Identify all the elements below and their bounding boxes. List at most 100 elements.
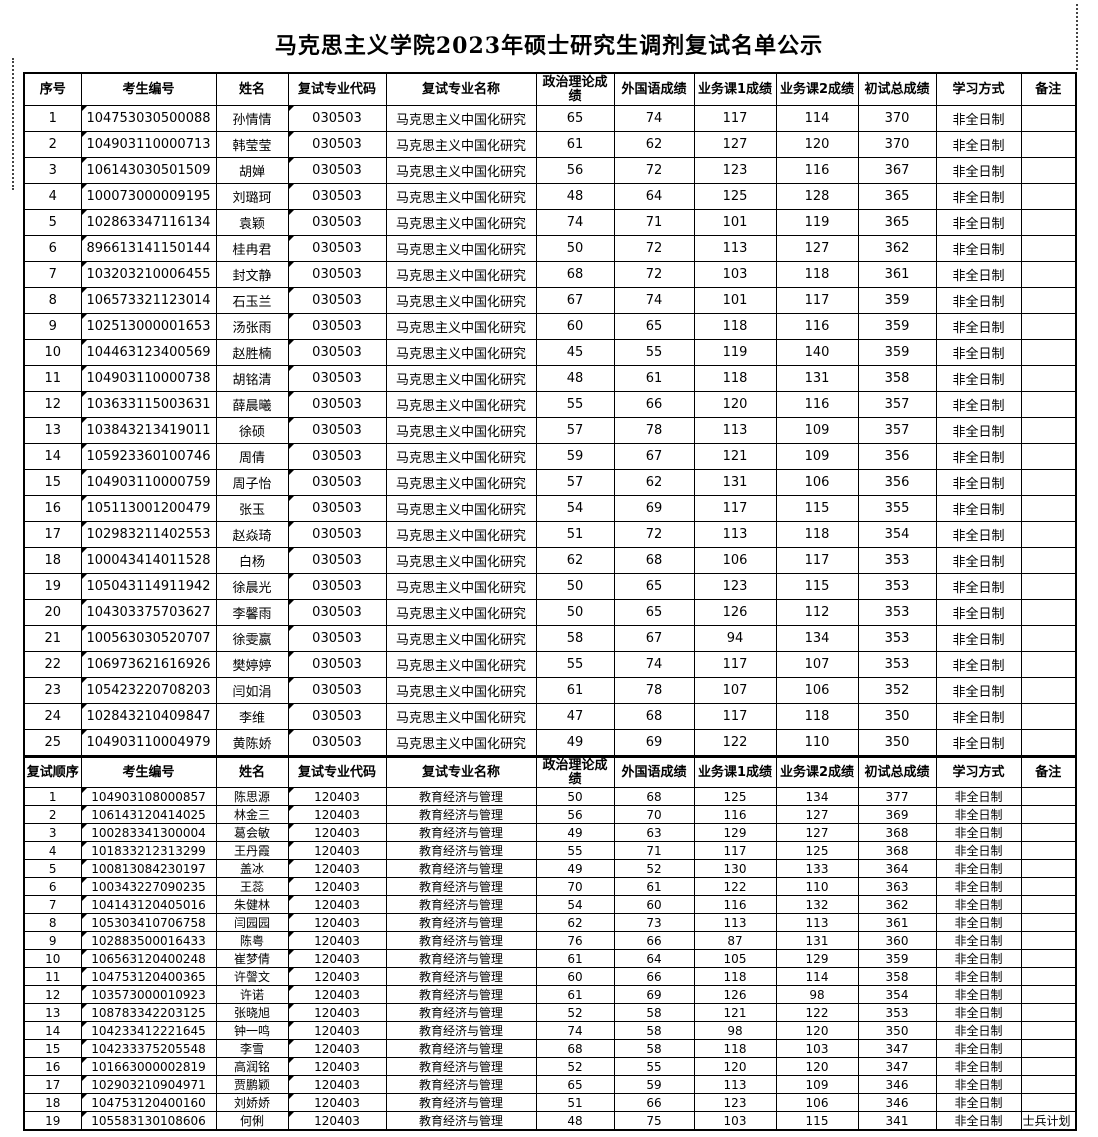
table-cell: 薛晨曦 [215, 391, 289, 418]
table-cell: 50 [535, 573, 615, 600]
table-cell: 非全日制 [935, 625, 1022, 652]
table-cell: 67 [613, 443, 695, 470]
table-cell: 120403 [287, 1021, 387, 1040]
table-row: 11 104753120400365 许謦文 120403 教育经济与管理 60 66 118… [23, 967, 1077, 986]
table-cell: 118 [693, 1039, 777, 1058]
column-header: 备注 [1020, 756, 1077, 788]
table-cell: 120403 [287, 1003, 387, 1022]
table-cell: 030503 [287, 105, 387, 132]
column-header: 复试专业代码 [287, 756, 387, 788]
table-cell: 55 [535, 391, 615, 418]
table-cell: 李雪 [215, 1039, 289, 1058]
table-cell: 74 [535, 1021, 615, 1040]
table-cell: 马克思主义中国化研究 [385, 209, 537, 236]
table-cell: 66 [613, 391, 695, 418]
table-cell [1020, 105, 1077, 132]
table-cell: 刘娇娇 [215, 1093, 289, 1112]
table-cell: 11 [23, 967, 82, 986]
table-cell: 74 [535, 209, 615, 236]
table-cell: 55 [535, 841, 615, 860]
table-row: 2 106143120414025 林金三 120403 教育经济与管理 56 70 116 1… [23, 805, 1077, 824]
table-cell: 马克思主义中国化研究 [385, 235, 537, 262]
table-cell: 109 [775, 1075, 859, 1094]
table-cell: 林金三 [215, 805, 289, 824]
table-cell: 55 [613, 1057, 695, 1076]
table-cell: 12 [23, 985, 82, 1004]
table-cell: 马克思主义中国化研究 [385, 391, 537, 418]
table-row: 8 106573321123014 石玉兰 030503 马克思主义中国化研究 67 74 1… [23, 287, 1077, 314]
table-cell: 52 [613, 859, 695, 878]
table-cell: 6 [23, 235, 82, 262]
table-cell: 359 [857, 313, 937, 340]
table-cell: 114 [775, 967, 859, 986]
table-cell: 58 [613, 1039, 695, 1058]
table-cell: 马克思主义中国化研究 [385, 495, 537, 522]
table-cell [1020, 599, 1077, 626]
table-cell: 113 [693, 235, 777, 262]
table-cell [1020, 985, 1077, 1004]
table-cell: 非全日制 [935, 859, 1022, 878]
table-cell: 120403 [287, 913, 387, 932]
table-cell: 101663000002819 [80, 1057, 217, 1076]
table-row: 11 104903110000738 胡铭清 030503 马克思主义中国化研究 48 61… [23, 365, 1077, 392]
table-cell: 104233412221645 [80, 1021, 217, 1040]
table-cell: 非全日制 [935, 521, 1022, 548]
table-cell: 68 [535, 261, 615, 288]
table-cell: 60 [535, 313, 615, 340]
table-cell: 许诺 [215, 985, 289, 1004]
table-cell: 49 [535, 859, 615, 878]
table-cell [1020, 651, 1077, 678]
table-cell: 350 [857, 729, 937, 757]
table-cell: 120403 [287, 859, 387, 878]
table-cell: 17 [23, 521, 82, 548]
column-header: 复试专业代码 [287, 72, 387, 106]
table-cell: 张晓旭 [215, 1003, 289, 1022]
table-cell: 68 [613, 787, 695, 806]
table-cell: 非全日制 [935, 895, 1022, 914]
table-cell: 62 [613, 469, 695, 496]
table-cell: 10 [23, 339, 82, 366]
table-cell: 358 [857, 967, 937, 986]
table-cell: 030503 [287, 209, 387, 236]
table-cell: 134 [775, 787, 859, 806]
table-cell: 120403 [287, 1075, 387, 1094]
table-cell: 22 [23, 651, 82, 678]
table-cell [1020, 841, 1077, 860]
table-cell: 非全日制 [935, 599, 1022, 626]
table-cell: 袁颖 [215, 209, 289, 236]
table-cell: 23 [23, 677, 82, 704]
table-cell: 120403 [287, 967, 387, 986]
column-header: 学习方式 [935, 72, 1022, 106]
table-cell: 130 [693, 859, 777, 878]
table-cell: 113 [693, 417, 777, 444]
table-cell: 16 [23, 1057, 82, 1076]
table-cell: 马克思主义中国化研究 [385, 521, 537, 548]
table-cell: 54 [535, 895, 615, 914]
table-cell: 106563120400248 [80, 949, 217, 968]
table-cell [1020, 391, 1077, 418]
table-cell: 非全日制 [935, 949, 1022, 968]
table-cell: 50 [535, 787, 615, 806]
table-cell: 60 [613, 895, 695, 914]
table-cell: 52 [535, 1057, 615, 1076]
table-cell: 354 [857, 521, 937, 548]
table-cell: 马克思主义中国化研究 [385, 469, 537, 496]
table-cell: 57 [535, 469, 615, 496]
table-cell [1020, 1003, 1077, 1022]
table1-body: 1 104753030500088 孙情情 030503 马克思主义中国化研究 65 74 1… [23, 105, 1077, 757]
table-row: 25 104903110004979 黄陈娇 030503 马克思主义中国化研究 49 69… [23, 729, 1077, 757]
tables-container: 序号 考生编号 姓名 复试专业代码 复试专业名称 政治理论成绩 外国语成绩 业务课1成绩 业务课… [23, 72, 1077, 1131]
table-cell: 72 [613, 521, 695, 548]
table-cell: 896613141150144 [80, 235, 217, 262]
table-cell: 120403 [287, 823, 387, 842]
table-cell [1020, 677, 1077, 704]
table-row: 6 100343227090235 王蕊 120403 教育经济与管理 70 61 122 11… [23, 877, 1077, 896]
table-cell: 教育经济与管理 [385, 1021, 537, 1040]
table-cell: 非全日制 [935, 131, 1022, 158]
page-break-line-left [12, 58, 14, 190]
table-cell: 115 [775, 573, 859, 600]
table-cell: 133 [775, 859, 859, 878]
table-cell: 100563030520707 [80, 625, 217, 652]
table-cell: 教育经济与管理 [385, 841, 537, 860]
table-cell [1020, 157, 1077, 184]
